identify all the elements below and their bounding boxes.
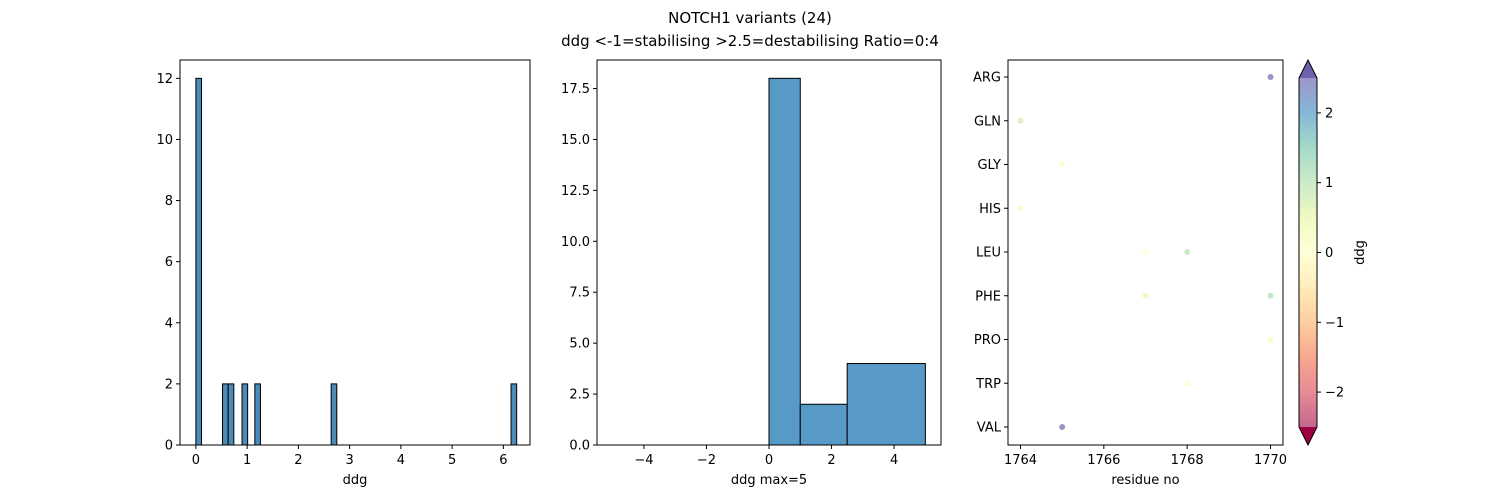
hist2-ytick-label-0: 0.0 bbox=[569, 439, 590, 454]
colorbar-label: ddg bbox=[1353, 240, 1368, 265]
hist1-bar-3 bbox=[241, 383, 249, 446]
colorbar-tick-label-0: −2 bbox=[1325, 386, 1344, 401]
hist2-xlabel: ddg max=5 bbox=[731, 473, 807, 488]
scatter-xtick-label-1: 1766 bbox=[1087, 453, 1120, 468]
scatter-point-8 bbox=[1267, 336, 1274, 343]
histogram-ddg-max-panel: −4 −2 0 2 4 0.0 2.5 5.0 7.5 10.0 12.5 15.0 17.5 ddg m… bbox=[561, 59, 942, 488]
hist1-ytick-label-3: 6 bbox=[165, 255, 173, 270]
colorbar-tick-label-2: 0 bbox=[1325, 246, 1333, 261]
scatter-point-2 bbox=[1059, 161, 1066, 168]
hist1-bar-0 bbox=[195, 77, 203, 446]
scatter-point-7 bbox=[1267, 292, 1274, 299]
colorbar-tick-label-1: −1 bbox=[1325, 316, 1344, 331]
figure-title-line1: NOTCH1 variants (24) bbox=[668, 9, 832, 27]
hist2-xtick-label-1: −2 bbox=[697, 453, 716, 468]
scatter-point-4 bbox=[1142, 249, 1149, 255]
hist2-bar-4 bbox=[846, 363, 926, 446]
hist1-ytick-label-0: 0 bbox=[165, 439, 173, 454]
hist2-ytick-label-6: 15.0 bbox=[561, 133, 590, 148]
hist1-ytick-label-5: 10 bbox=[156, 133, 173, 148]
hist1-xtick-label-1: 1 bbox=[243, 453, 251, 468]
hist2-ytick-label-5: 12.5 bbox=[561, 184, 590, 199]
scatter-ytick-label-8: VAL bbox=[977, 421, 1002, 436]
hist2-bar-2 bbox=[768, 77, 801, 446]
hist2-xtick-label-2: 0 bbox=[765, 453, 773, 468]
colorbar-extend-min bbox=[1299, 427, 1317, 445]
scatter-xtick-label-0: 1764 bbox=[1004, 453, 1037, 468]
scatter-point-1 bbox=[1017, 117, 1024, 124]
hist2-bar-3 bbox=[799, 403, 848, 446]
hist1-xtick-label-2: 2 bbox=[294, 453, 302, 468]
hist1-xtick-label-4: 4 bbox=[397, 453, 405, 468]
hist2-ytick-label-3: 7.5 bbox=[569, 286, 590, 301]
scatter-ytick-label-6: PRO bbox=[974, 333, 1001, 348]
hist1-axes-frame bbox=[179, 59, 531, 446]
colorbar: −2 −1 0 1 2 ddg bbox=[1298, 58, 1368, 447]
scatter-xtick-label-2: 1768 bbox=[1171, 453, 1204, 468]
scatter-xtick-label-3: 1770 bbox=[1254, 453, 1287, 468]
hist1-ytick-label-4: 8 bbox=[165, 194, 173, 209]
hist1-bar-2 bbox=[227, 383, 235, 446]
colorbar-tick-label-4: 2 bbox=[1325, 106, 1333, 121]
scatter-point-3 bbox=[1017, 205, 1024, 212]
hist2-xtick-label-0: −4 bbox=[634, 453, 653, 468]
hist1-ytick-label-1: 2 bbox=[165, 377, 173, 392]
colorbar-extend-max bbox=[1299, 60, 1317, 78]
hist1-xtick-label-6: 6 bbox=[499, 453, 507, 468]
scatter-point-5 bbox=[1184, 249, 1191, 255]
scatter-ytick-label-0: ARG bbox=[973, 71, 1001, 86]
hist1-ytick-label-6: 12 bbox=[156, 72, 173, 87]
hist1-xtick-label-5: 5 bbox=[448, 453, 456, 468]
hist2-ytick-label-1: 2.5 bbox=[569, 388, 590, 403]
scatter-point-10 bbox=[1059, 424, 1066, 430]
hist2-ytick-label-4: 10.0 bbox=[561, 235, 590, 250]
scatter-ytick-label-1: GLN bbox=[974, 114, 1001, 129]
hist1-bar-1 bbox=[222, 383, 229, 446]
hist1-xlabel: ddg bbox=[343, 473, 368, 488]
scatter-point-6 bbox=[1142, 292, 1149, 299]
scatter-point-0 bbox=[1267, 74, 1274, 80]
scatter-residue-panel: 1764 1766 1768 1770 ARG GLN GLY HIS LEU PHE PRO TRP… bbox=[973, 59, 1287, 488]
colorbar-frame bbox=[1298, 58, 1318, 447]
scatter-ytick-label-2: GLY bbox=[977, 158, 1001, 173]
scatter-ytick-label-3: HIS bbox=[979, 202, 1001, 217]
colorbar-gradient bbox=[1299, 78, 1317, 427]
figure-title-line2: ddg <-1=stabilising >2.5=destabilising R… bbox=[561, 32, 939, 50]
scatter-ytick-label-5: PHE bbox=[975, 289, 1001, 304]
hist2-xtick-label-3: 2 bbox=[827, 453, 835, 468]
hist2-ytick-label-7: 17.5 bbox=[561, 82, 590, 97]
scatter-xlabel: residue no bbox=[1111, 473, 1179, 488]
hist2-ytick-label-2: 5.0 bbox=[569, 337, 590, 352]
hist1-bar-6 bbox=[510, 383, 518, 446]
scatter-point-9 bbox=[1184, 380, 1191, 387]
hist2-xtick-label-4: 4 bbox=[890, 453, 898, 468]
colorbar-tick-label-3: 1 bbox=[1325, 176, 1333, 191]
hist1-bar-5 bbox=[330, 383, 338, 446]
scatter-ytick-label-7: TRP bbox=[975, 377, 1001, 392]
hist1-ytick-label-2: 4 bbox=[165, 316, 173, 331]
hist1-xtick-label-0: 0 bbox=[192, 453, 200, 468]
scatter-ytick-label-4: LEU bbox=[976, 246, 1001, 261]
hist1-xtick-label-3: 3 bbox=[345, 453, 353, 468]
hist1-bar-4 bbox=[254, 383, 261, 446]
